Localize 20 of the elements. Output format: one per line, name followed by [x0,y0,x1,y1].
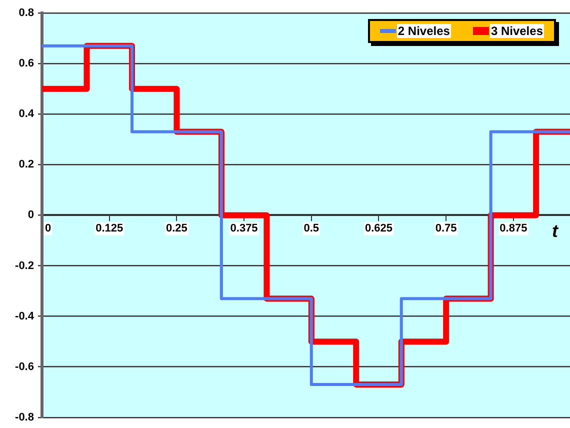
x-tick-label: 0.625 [364,222,393,235]
x-tick-label: 0.875 [500,222,528,235]
x-tick-label: 0 [45,222,52,235]
x-axis-title: t [552,221,559,242]
x-tick-label: 0.5 [304,222,320,235]
y-tick-label: 0.4 [18,108,35,120]
y-tick-label: -0.8 [15,411,34,424]
x-tick-label: 0.75 [435,222,457,235]
x-tick-label: 0.375 [230,222,258,235]
legend-label: 2 Niveles [396,24,451,38]
y-tick-label: 0.8 [18,7,34,20]
y-tick-label: 0.2 [18,158,34,171]
legend-label: 3 Niveles [490,24,544,38]
y-tick-label: 0.6 [18,58,34,70]
y-tick-label: 0 [28,209,34,222]
x-tick-label: 0.125 [96,222,124,235]
y-tick-label: -0.6 [15,360,34,373]
x-tick-label: 0.25 [166,222,188,235]
y-tick-label: -0.2 [15,260,34,272]
y-tick-label: -0.4 [15,310,35,322]
